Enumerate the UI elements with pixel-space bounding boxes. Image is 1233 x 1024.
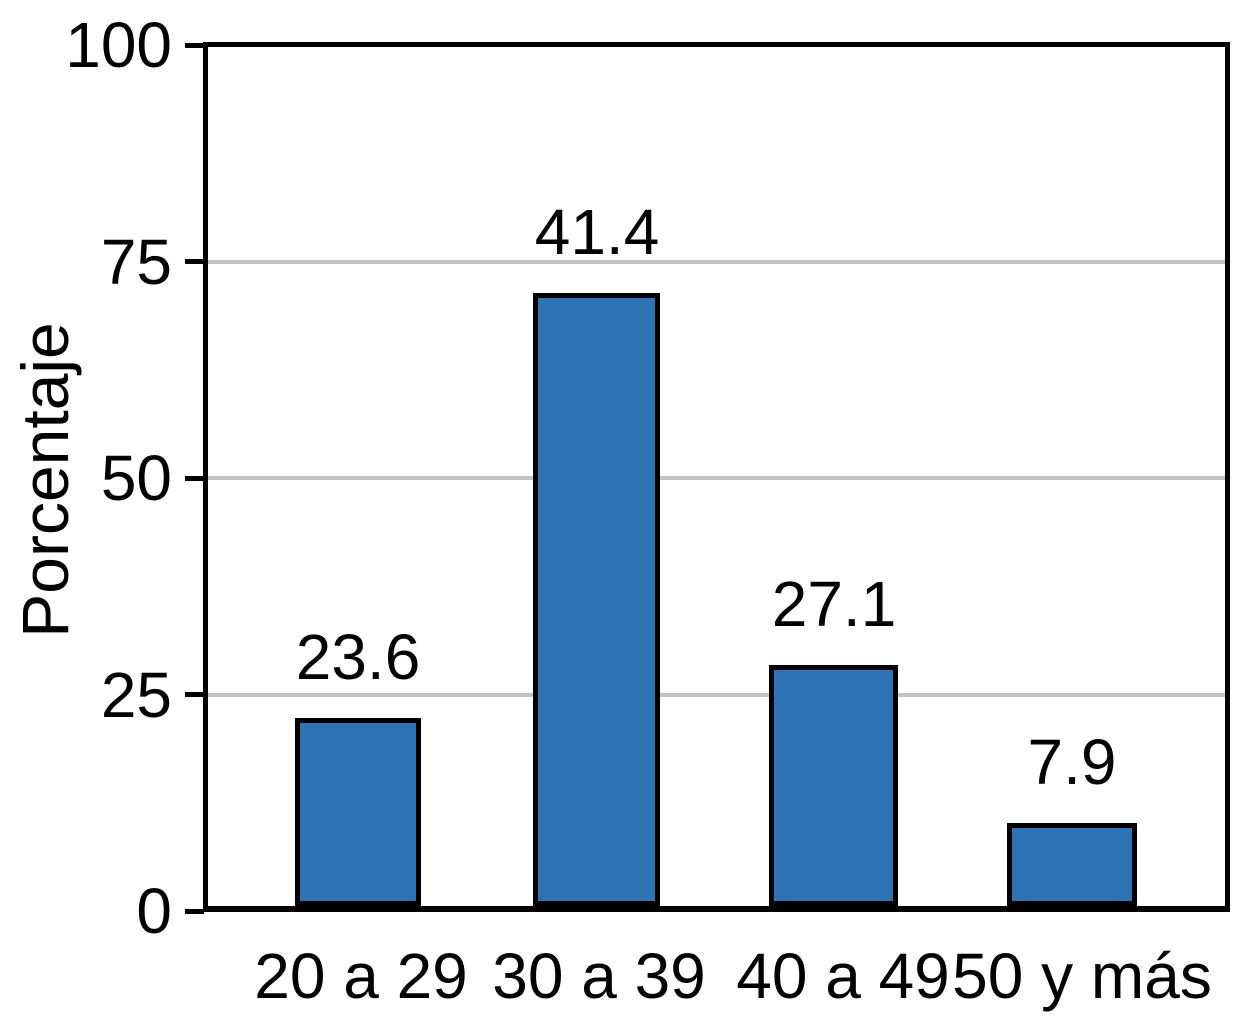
- y-tick-mark-100: [185, 43, 204, 48]
- y-tick-mark-0: [185, 909, 204, 914]
- plot-area: [203, 42, 1230, 912]
- bar-50-y-más: [1007, 823, 1137, 906]
- bar-40-a-49: [769, 665, 898, 906]
- x-tick-label-20-a-29: 20 a 29: [254, 940, 468, 1012]
- bar-value-label-30-a-39: 41.4: [534, 196, 660, 268]
- bar-value-label-20-a-29: 23.6: [295, 621, 421, 693]
- gridline-25: [208, 693, 1225, 697]
- gridline-75: [208, 260, 1225, 264]
- bar-30-a-39: [533, 293, 660, 906]
- y-tick-label-0: 0: [136, 875, 172, 947]
- bar-value-label-40-a-49: 27.1: [771, 568, 897, 640]
- bar-20-a-29: [295, 718, 421, 906]
- y-tick-label-75: 75: [100, 226, 172, 298]
- y-tick-mark-75: [185, 259, 204, 264]
- x-tick-label-40-a-49: 40 a 49: [736, 940, 950, 1012]
- gridline-50: [208, 476, 1225, 480]
- x-tick-label-30-a-39: 30 a 39: [492, 940, 706, 1012]
- bar-value-label-50-y-más: 7.9: [1027, 726, 1117, 798]
- y-tick-label-50: 50: [100, 442, 172, 514]
- y-tick-mark-50: [185, 476, 204, 481]
- y-tick-label-100: 100: [65, 9, 172, 81]
- x-tick-label-50-y-más: 50 y más: [952, 940, 1212, 1012]
- y-tick-label-25: 25: [100, 659, 172, 731]
- y-tick-mark-25: [185, 692, 204, 697]
